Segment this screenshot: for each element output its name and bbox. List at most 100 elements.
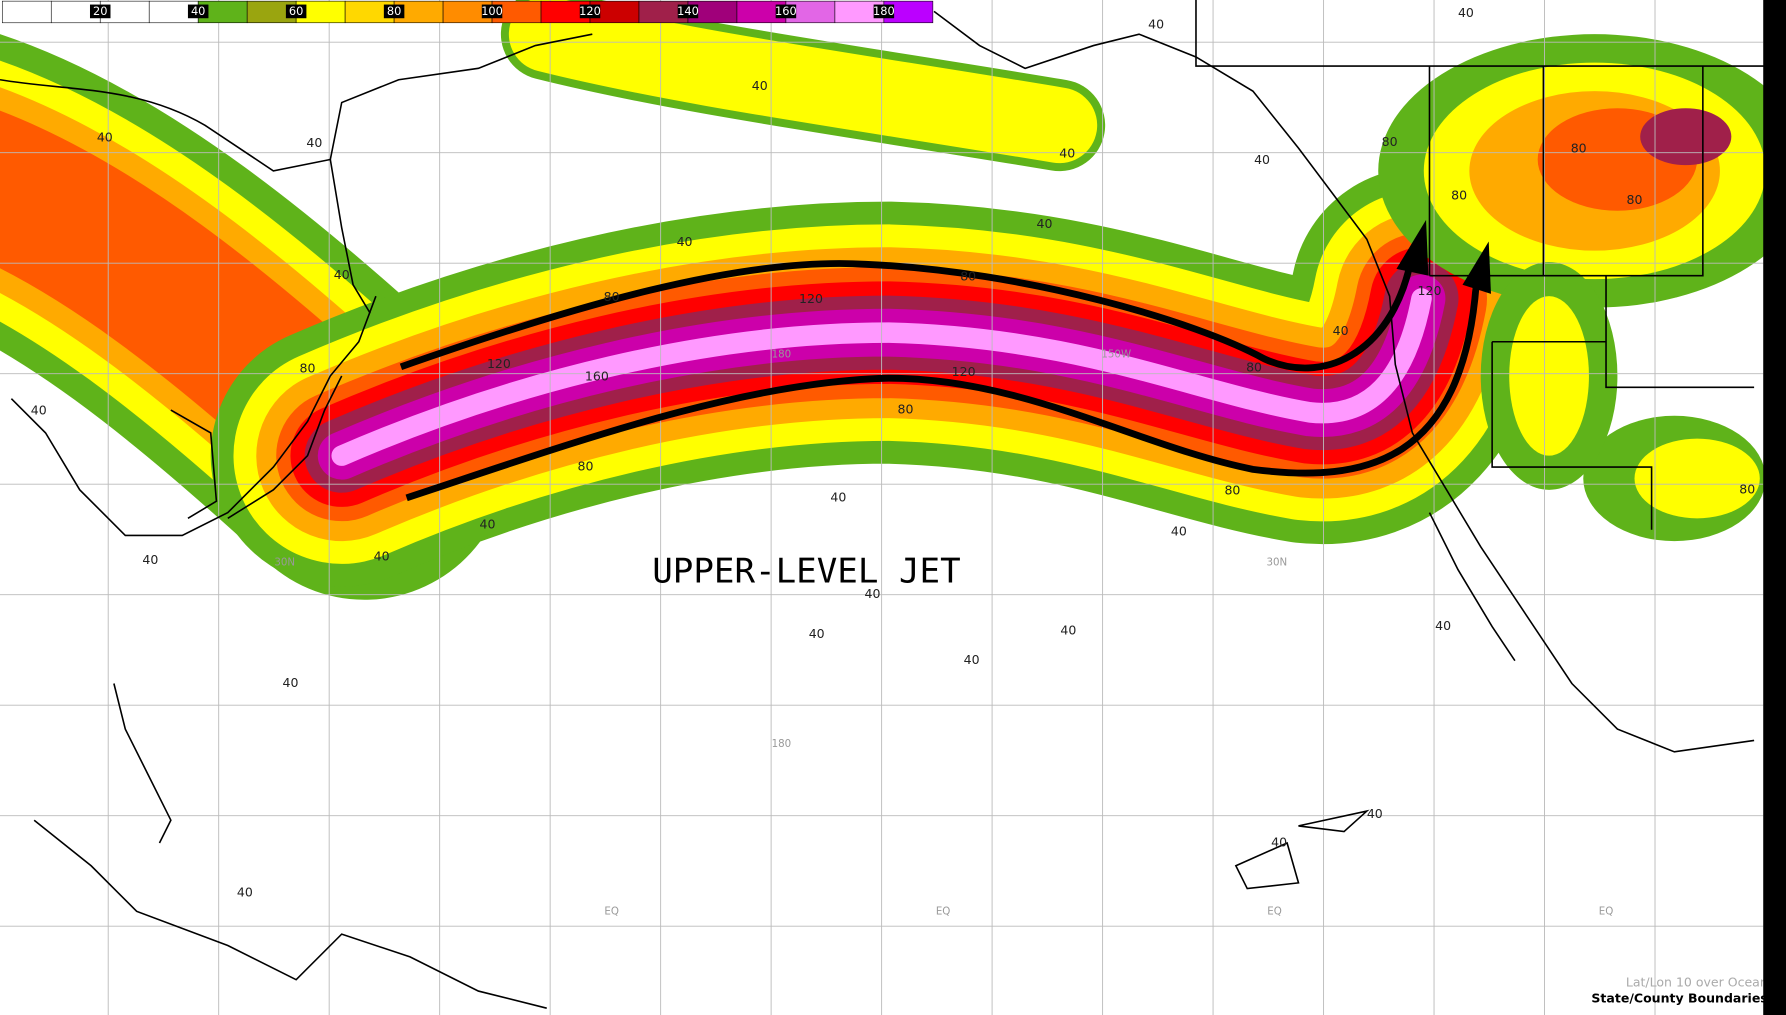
arrow-head: [1396, 219, 1429, 276]
colorbar-segment: [1, 0, 52, 24]
colorbar-tick-box: [775, 4, 797, 19]
footer-note: Lat/Lon 10 over Ocean: [1626, 975, 1768, 990]
grid-label: EQ: [1599, 905, 1614, 917]
footer-note: State/County Boundaries: [1591, 991, 1767, 1006]
colorbar-tick-label: 20: [93, 4, 107, 18]
colorbar-tick-label: 120: [579, 4, 601, 18]
colorbar-tick-label: 60: [289, 4, 303, 18]
contour-label: 40: [1254, 152, 1270, 167]
contour-label: 40: [1435, 618, 1451, 633]
colorbar-tick-box: [677, 4, 699, 19]
coastline: [329, 159, 371, 314]
colorbar-tick-label: 100: [481, 4, 503, 18]
colorbar-tick-box: [89, 4, 111, 19]
grid-label: EQ: [604, 905, 619, 917]
contour-label: 120: [1418, 283, 1442, 298]
contour-label: 40: [1367, 806, 1383, 821]
arrow-head: [1462, 241, 1491, 294]
grid-label: EQ: [936, 905, 951, 917]
contour-label: 80: [300, 361, 316, 376]
colorbar-tick-label: 80: [387, 4, 401, 18]
contour-label: 40: [334, 267, 350, 282]
contour-label: 40: [1333, 323, 1349, 338]
contour-label: 40: [1171, 523, 1187, 538]
wind-band: [508, 0, 1098, 164]
contour-label: 40: [1148, 17, 1164, 32]
contour-label: 80: [1382, 134, 1398, 149]
jet-arrow: [399, 260, 1414, 372]
contour-label: 80: [960, 268, 976, 283]
contour-label: 80: [1246, 359, 1262, 374]
contour-label: 40: [1060, 623, 1076, 638]
coastline: [10, 295, 377, 537]
coastline: [1428, 512, 1516, 662]
colorbar-tick-box: [187, 4, 209, 19]
wind-band: [331, 288, 1432, 466]
colorbar-tick-label: 180: [873, 4, 895, 18]
coastline: [33, 683, 547, 1009]
wind-area: [1509, 296, 1589, 456]
contour-label: 40: [374, 549, 390, 564]
contour-label: 80: [898, 402, 914, 417]
colorbar-tick-label: 140: [677, 4, 699, 18]
contour-label: 40: [97, 129, 113, 144]
contour-label: 80: [1224, 482, 1240, 497]
colorbar-tick-box: [579, 4, 601, 19]
contour-label: 40: [677, 234, 693, 249]
contour-label: 80: [1739, 481, 1755, 496]
contour-label: 160: [585, 369, 609, 384]
contour-label: 40: [31, 403, 47, 418]
colorbar-tick-label: 160: [775, 4, 797, 18]
contour-label: 120: [952, 364, 976, 379]
grid-label: EQ: [1267, 905, 1282, 917]
contour-label: 80: [1627, 192, 1643, 207]
colorbar-tick-label: 40: [191, 4, 205, 18]
wind-area: [1634, 438, 1760, 519]
wind-area: [1640, 108, 1732, 166]
grid-label: 30N: [274, 557, 295, 569]
contour-label: 80: [604, 289, 620, 304]
contour-label: 40: [237, 885, 253, 900]
contour-label: 40: [282, 675, 298, 690]
wind-shading: [0, 0, 1786, 600]
coastline: [227, 375, 343, 519]
coastline: [170, 409, 218, 520]
colorbar-tick-box: [285, 4, 307, 19]
grid-label: 180: [772, 348, 792, 360]
contour-label: 80: [1451, 187, 1467, 202]
contour-label: 40: [1458, 5, 1474, 20]
coastline: [933, 10, 1755, 753]
contour-label: 40: [1037, 216, 1053, 231]
colorbar-tick-box: [383, 4, 405, 19]
jet-arrows: [399, 219, 1491, 502]
contour-label: 80: [577, 459, 593, 474]
colorbar-tick-box: [873, 4, 895, 19]
state-boundary: [1195, 0, 1766, 530]
contour-label: 80: [1571, 141, 1587, 156]
grid-label: 150W: [1101, 348, 1131, 360]
jet-arrow: [405, 284, 1480, 502]
contour-label: 120: [799, 291, 823, 306]
contour-label: 40: [480, 517, 496, 532]
contour-label: 120: [487, 356, 511, 371]
contour-label: 40: [809, 626, 825, 641]
contour-label: 40: [142, 552, 158, 567]
colorbar: 20 40 60 80 100 120 140 160 180: [1, 0, 934, 24]
contour-label: 40: [865, 586, 881, 601]
coastline: [0, 33, 593, 172]
colorbar-tick-box: [481, 4, 503, 19]
contour-labels: 40 40 40 40 40 40 40 40 40 40 40 40 40 40 40 40 40 40 40 40…: [31, 5, 1756, 899]
map-title: UPPER-LEVEL JET: [652, 552, 960, 592]
right-edge: [1763, 0, 1786, 1015]
contour-label: 40: [752, 78, 768, 93]
island: [1234, 809, 1370, 890]
contour-label: 40: [1271, 834, 1287, 849]
grid-label: 180: [772, 738, 792, 750]
contour-label: 40: [964, 652, 980, 667]
grid-label: 30N: [1266, 557, 1287, 569]
contour-label: 40: [830, 489, 846, 504]
contour-label: 40: [306, 135, 322, 150]
